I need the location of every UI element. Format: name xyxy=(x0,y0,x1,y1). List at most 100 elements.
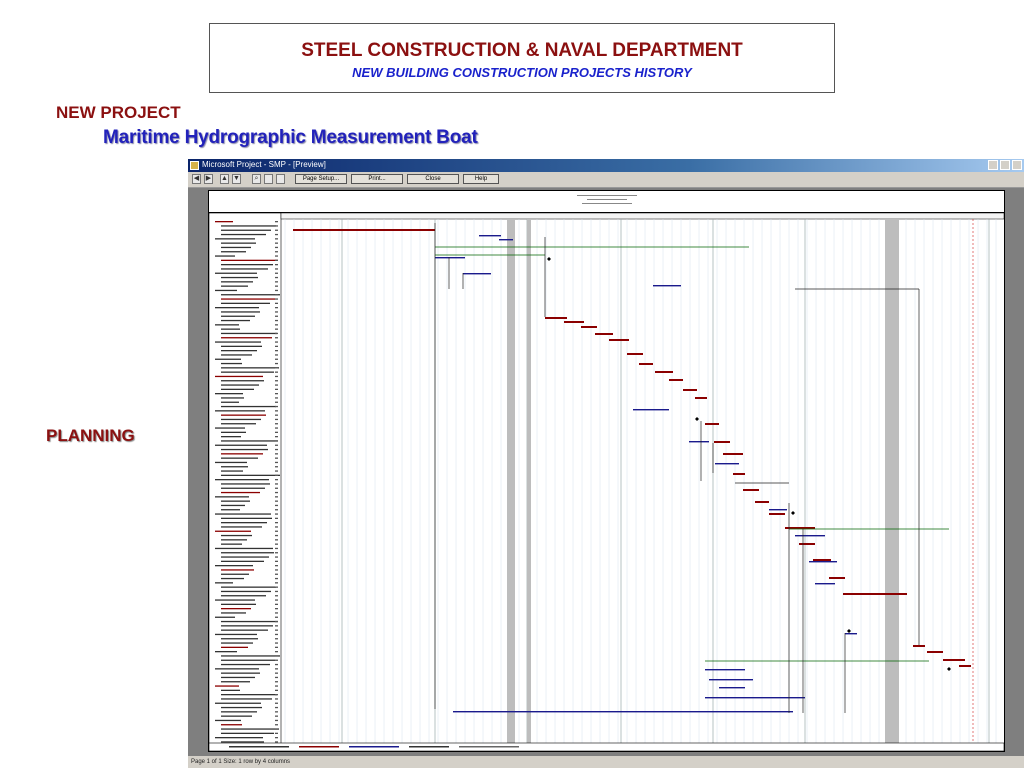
task-row-duration xyxy=(275,620,278,623)
task-row-duration xyxy=(275,612,278,614)
planning-label: PLANNING xyxy=(46,426,135,445)
critical-task-bar xyxy=(927,651,943,653)
task-row-duration xyxy=(275,242,278,244)
task-row-text xyxy=(221,448,268,451)
close-icon[interactable] xyxy=(1012,160,1022,170)
task-row-text xyxy=(221,345,262,347)
task-row-text xyxy=(215,358,241,360)
task-row-text xyxy=(221,642,253,644)
critical-task-bar xyxy=(705,423,719,425)
task-row-duration xyxy=(275,251,278,253)
task-row-text xyxy=(221,539,247,541)
task-row-text xyxy=(215,238,255,240)
task-row-text xyxy=(221,577,244,580)
maximize-icon[interactable] xyxy=(1000,160,1010,170)
task-row-duration xyxy=(275,285,278,287)
task-row-duration xyxy=(275,728,278,730)
print-button[interactable]: Print... xyxy=(351,174,403,184)
task-row-text xyxy=(221,487,265,489)
task-row-duration xyxy=(275,324,278,326)
task-row-duration xyxy=(275,448,278,451)
task-row-duration xyxy=(275,698,278,700)
task-row-text xyxy=(221,354,252,356)
next-page-icon[interactable]: ▶ xyxy=(204,174,213,184)
task-row-duration xyxy=(275,371,278,373)
multi-page-icon[interactable] xyxy=(276,174,285,184)
header-box: STEEL CONSTRUCTION & NAVAL DEPARTMENT NE… xyxy=(209,23,835,93)
task-row-text xyxy=(221,276,258,279)
task-row-duration xyxy=(275,603,278,605)
nonworking-band xyxy=(885,219,899,751)
task-row-duration xyxy=(275,642,278,644)
task-row-duration xyxy=(275,655,278,657)
task-row-duration xyxy=(275,345,278,347)
task-row-duration xyxy=(275,405,278,408)
critical-task-bar xyxy=(733,473,745,475)
task-row-text xyxy=(215,737,263,739)
task-row-duration xyxy=(275,741,278,743)
legend-strip xyxy=(209,742,1004,751)
critical-task-bar xyxy=(293,229,435,231)
task-bar xyxy=(715,463,739,465)
close-button[interactable]: Close xyxy=(407,174,459,184)
task-bar xyxy=(479,235,501,237)
task-row-text xyxy=(215,513,271,515)
task-row-duration xyxy=(275,685,278,687)
critical-task-bar xyxy=(785,527,815,529)
task-row-duration xyxy=(275,470,278,472)
task-row-text xyxy=(221,629,268,631)
task-row-text xyxy=(221,440,278,442)
task-row-text xyxy=(221,625,273,627)
app-icon xyxy=(190,161,199,170)
prev-page-icon[interactable]: ◀ xyxy=(192,174,201,184)
task-row-text xyxy=(215,427,245,429)
task-row-duration xyxy=(275,496,278,498)
critical-task-bar xyxy=(755,501,769,503)
task-row-text xyxy=(221,560,264,562)
task-row-duration xyxy=(275,582,278,584)
task-row-duration xyxy=(275,689,278,691)
task-row-text xyxy=(221,590,271,593)
task-row-duration xyxy=(275,358,278,360)
task-row-text xyxy=(221,380,264,382)
task-row-text xyxy=(221,620,278,623)
task-row-duration xyxy=(275,565,278,567)
task-row-duration xyxy=(275,522,278,524)
critical-task-bar xyxy=(799,543,815,545)
critical-task-bar xyxy=(627,353,643,355)
legend-item xyxy=(409,746,449,748)
task-row-text xyxy=(221,362,242,365)
task-bar xyxy=(719,687,745,689)
task-row-text xyxy=(221,405,276,408)
task-row-duration xyxy=(275,362,278,365)
preview-toolbar: ◀ ▶ ▲ ▼ ⌕ Page Setup... Print... Close H… xyxy=(188,172,1024,188)
task-row-text xyxy=(215,668,259,670)
task-row-duration xyxy=(275,453,278,455)
task-row-duration xyxy=(275,724,278,726)
task-row-text xyxy=(215,651,237,653)
task-row-duration xyxy=(275,633,278,636)
task-bar xyxy=(453,711,793,713)
task-bar xyxy=(795,535,825,537)
page-down-icon[interactable]: ▼ xyxy=(232,174,241,184)
task-row-duration xyxy=(275,255,278,257)
critical-task-bar xyxy=(723,453,743,455)
page-setup-button[interactable]: Page Setup... xyxy=(295,174,347,184)
task-row-text xyxy=(221,268,268,270)
task-row-text xyxy=(221,638,258,640)
help-button[interactable]: Help xyxy=(463,174,499,184)
task-row-duration xyxy=(275,560,278,562)
task-bar xyxy=(705,669,745,671)
task-row-text xyxy=(215,255,235,257)
task-row-text xyxy=(221,298,275,300)
task-row-duration xyxy=(275,276,278,279)
page-up-icon[interactable]: ▲ xyxy=(220,174,229,184)
zoom-icon[interactable]: ⌕ xyxy=(252,174,261,184)
task-row-duration xyxy=(275,311,278,313)
minimize-icon[interactable] xyxy=(988,160,998,170)
task-row-duration xyxy=(275,401,278,403)
one-page-icon[interactable] xyxy=(264,174,273,184)
task-bar xyxy=(653,285,681,287)
task-row-duration xyxy=(275,479,278,481)
task-row-duration xyxy=(275,238,278,240)
